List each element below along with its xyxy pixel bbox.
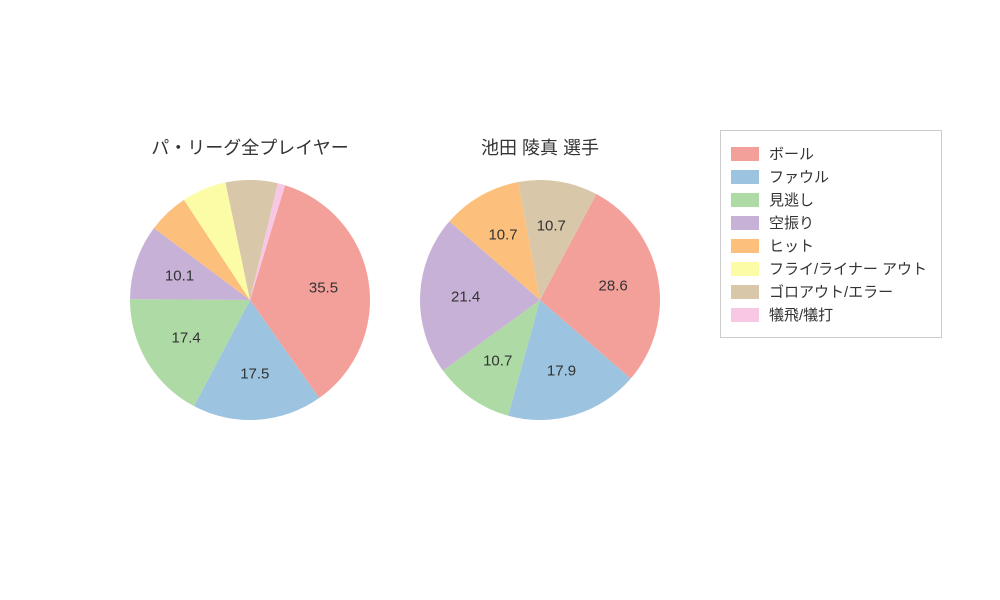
legend-swatch bbox=[731, 193, 759, 207]
legend-label: ゴロアウト/エラー bbox=[769, 281, 893, 302]
legend-swatch bbox=[731, 147, 759, 161]
legend-swatch bbox=[731, 239, 759, 253]
legend-item-flyout: フライ/ライナー アウト bbox=[731, 258, 927, 279]
legend-label: 見逃し bbox=[769, 189, 814, 210]
legend-label: ファウル bbox=[769, 166, 829, 187]
legend: ボールファウル見逃し空振りヒットフライ/ライナー アウトゴロアウト/エラー犠飛/… bbox=[720, 130, 942, 338]
pie-svg bbox=[420, 180, 660, 420]
legend-label: ヒット bbox=[769, 235, 814, 256]
legend-item-groundout: ゴロアウト/エラー bbox=[731, 281, 927, 302]
legend-swatch bbox=[731, 285, 759, 299]
legend-item-sac: 犠飛/犠打 bbox=[731, 304, 927, 325]
legend-label: ボール bbox=[769, 143, 814, 164]
legend-swatch bbox=[731, 262, 759, 276]
legend-swatch bbox=[731, 216, 759, 230]
legend-swatch bbox=[731, 308, 759, 322]
legend-item-swing: 空振り bbox=[731, 212, 927, 233]
pie-svg bbox=[130, 180, 370, 420]
legend-item-hit: ヒット bbox=[731, 235, 927, 256]
pie-chart: 池田 陵真 選手28.617.910.721.410.710.7 bbox=[420, 180, 660, 420]
legend-label: フライ/ライナー アウト bbox=[769, 258, 927, 279]
pie-title: パ・リーグ全プレイヤー bbox=[130, 134, 370, 160]
legend-label: 犠飛/犠打 bbox=[769, 304, 833, 325]
chart-stage: パ・リーグ全プレイヤー35.517.517.410.1池田 陵真 選手28.61… bbox=[0, 0, 1000, 600]
legend-label: 空振り bbox=[769, 212, 814, 233]
legend-item-ball: ボール bbox=[731, 143, 927, 164]
pie-chart: パ・リーグ全プレイヤー35.517.517.410.1 bbox=[130, 180, 370, 420]
pie-title: 池田 陵真 選手 bbox=[420, 134, 660, 160]
legend-swatch bbox=[731, 170, 759, 184]
legend-item-foul: ファウル bbox=[731, 166, 927, 187]
legend-item-looking: 見逃し bbox=[731, 189, 927, 210]
